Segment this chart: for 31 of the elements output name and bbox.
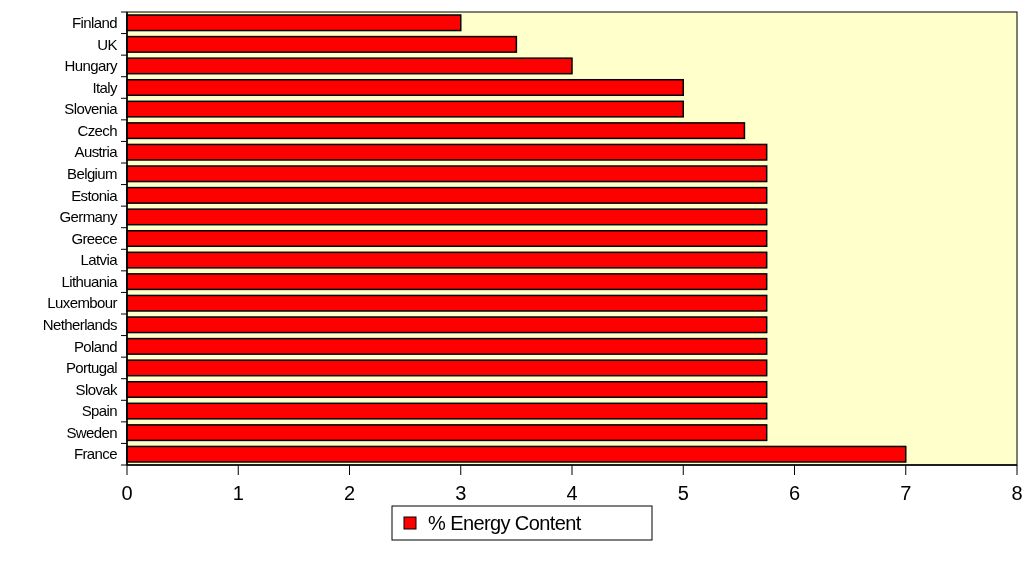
- y-tick-label: Spain: [81, 402, 118, 420]
- legend-label: % Energy Content: [428, 512, 582, 534]
- x-tick-label: 8: [1011, 482, 1023, 504]
- x-tick-label: 1: [232, 482, 244, 504]
- x-tick-label: 0: [121, 482, 133, 504]
- y-tick-label: Austria: [74, 143, 119, 161]
- y-tick-label: Luxembour: [47, 294, 118, 312]
- y-tick-label: Poland: [73, 337, 118, 355]
- y-tick-label: Estonia: [71, 186, 119, 204]
- y-tick-label: Slovenia: [64, 100, 119, 118]
- x-tick-label: 5: [677, 482, 689, 504]
- y-tick-label: Czech: [77, 121, 118, 139]
- y-tick-label: UK: [97, 35, 118, 53]
- y-tick-label: Finland: [72, 14, 118, 32]
- y-tick-label: Italy: [92, 78, 119, 96]
- y-tick-label: Hungary: [64, 57, 119, 75]
- y-tick-label: Belgium: [67, 165, 118, 183]
- y-tick-label: Lithuania: [61, 272, 119, 290]
- x-tick-label: 3: [455, 482, 467, 504]
- x-tick-label: 7: [900, 482, 912, 504]
- y-tick-label: Netherlands: [42, 316, 118, 334]
- y-tick-label: Sweden: [66, 423, 118, 441]
- y-tick-label: Greece: [71, 229, 118, 247]
- y-tick-label: Portugal: [65, 359, 118, 377]
- y-tick-label: France: [73, 445, 118, 463]
- x-tick-label: 2: [343, 482, 356, 504]
- x-tick-label: 6: [788, 482, 801, 504]
- y-tick-label: Slovak: [75, 380, 119, 398]
- y-tick-label: Latvia: [80, 251, 119, 269]
- x-tick-label: 4: [566, 482, 578, 504]
- y-tick-label: Germany: [59, 208, 119, 226]
